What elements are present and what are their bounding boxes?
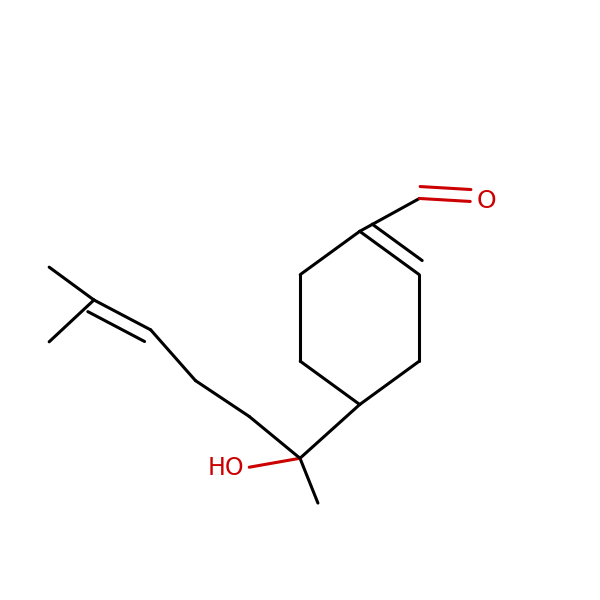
Text: O: O	[477, 190, 497, 214]
Text: HO: HO	[208, 457, 244, 481]
